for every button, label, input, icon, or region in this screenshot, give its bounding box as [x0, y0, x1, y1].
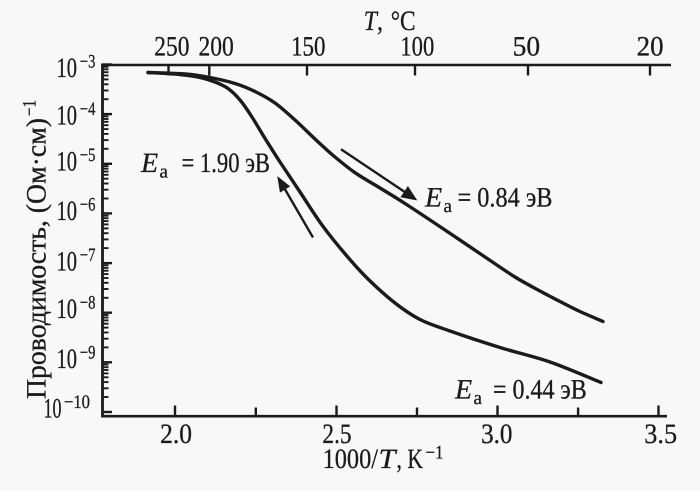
svg-text:10: 10 — [44, 394, 62, 425]
svg-text:−1: −1 — [426, 443, 444, 464]
svg-text:150: 150 — [291, 32, 325, 63]
svg-text:a: a — [474, 388, 483, 409]
svg-text:= 0.44 эВ: = 0.44 эВ — [493, 374, 587, 405]
svg-text:= 1.90 эВ: = 1.90 эВ — [182, 148, 271, 179]
svg-text:°C: °C — [391, 6, 416, 37]
svg-text:−9: −9 — [80, 342, 96, 363]
svg-text:3.5: 3.5 — [644, 419, 677, 450]
svg-text:10: 10 — [57, 101, 78, 132]
svg-text:10: 10 — [57, 294, 78, 325]
svg-text:E: E — [454, 374, 472, 405]
svg-text:T,: T, — [364, 6, 383, 37]
svg-text:250: 250 — [154, 32, 189, 63]
svg-text:100: 100 — [400, 32, 434, 63]
svg-text:a: a — [444, 196, 453, 217]
svg-text:2.5: 2.5 — [322, 419, 351, 450]
svg-text:T: T — [379, 444, 399, 475]
svg-text:a: a — [160, 162, 169, 183]
svg-text:−3: −3 — [80, 52, 96, 73]
svg-text:1000/: 1000/ — [323, 444, 379, 475]
svg-text:10: 10 — [57, 196, 78, 227]
svg-text:20: 20 — [637, 32, 664, 63]
svg-text:10: 10 — [57, 53, 78, 84]
svg-text:E: E — [140, 148, 158, 179]
svg-text:10: 10 — [57, 146, 78, 177]
svg-text:= 0.84 эВ: = 0.84 эВ — [458, 183, 553, 214]
svg-text:−8: −8 — [80, 293, 96, 314]
svg-text:3.0: 3.0 — [481, 419, 512, 450]
svg-text:200: 200 — [198, 32, 233, 63]
svg-text:−1: −1 — [20, 100, 41, 116]
svg-text:10: 10 — [57, 247, 78, 278]
svg-text:50: 50 — [513, 32, 541, 63]
svg-text:−4: −4 — [80, 99, 96, 120]
svg-text:, K: , K — [397, 444, 424, 475]
svg-text:Проводимость, (Ом·см): Проводимость, (Ом·см) — [22, 118, 53, 399]
svg-text:2.0: 2.0 — [160, 419, 192, 450]
svg-text:−10: −10 — [64, 392, 90, 413]
svg-text:−6: −6 — [80, 194, 96, 215]
svg-text:−7: −7 — [80, 245, 96, 266]
svg-text:10: 10 — [57, 344, 78, 375]
svg-text:−5: −5 — [80, 145, 96, 166]
svg-text:E: E — [424, 183, 442, 214]
